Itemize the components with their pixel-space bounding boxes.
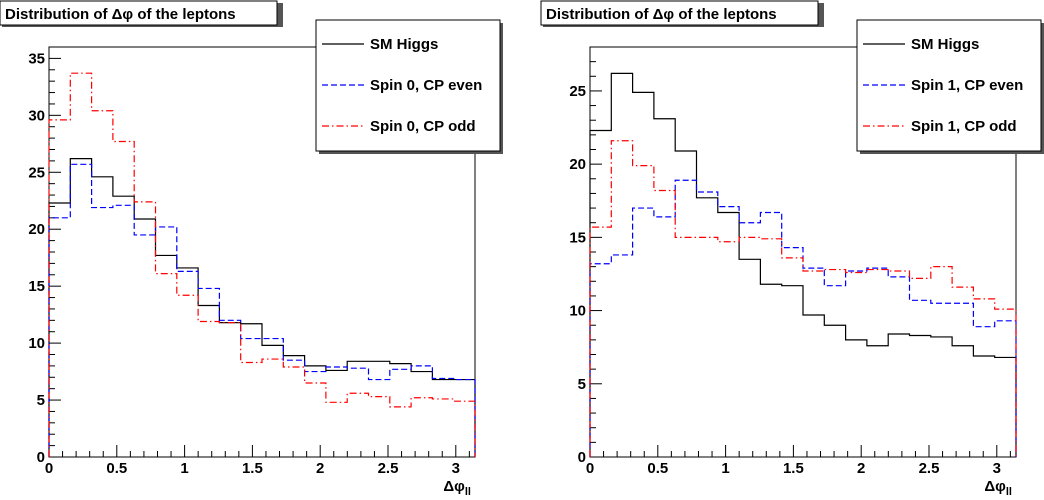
histogram-spin-1-cp-even	[589, 179, 1017, 457]
legend-label: Spin 1, CP odd	[911, 118, 1017, 135]
y-tick-label: 10	[569, 303, 586, 320]
x-tick-label: 0.5	[106, 460, 127, 477]
legend-label: Spin 0, CP odd	[370, 118, 476, 135]
x-axis-label: Δφll	[443, 478, 471, 498]
legend-box	[856, 19, 1042, 152]
x-tick-label: 2	[316, 460, 324, 477]
y-tick-label: 0	[578, 449, 586, 466]
title-box	[0, 0, 278, 26]
y-tick-label: 25	[569, 83, 586, 100]
legend-label: SM Higgs	[911, 36, 979, 53]
x-tick-label: 2.5	[919, 460, 940, 477]
x-tick-label: 1	[721, 460, 729, 477]
x-axis-label: Δφll	[984, 478, 1012, 498]
y-tick-label: 10	[28, 335, 45, 352]
histogram-spin-0-cp-odd	[48, 72, 476, 457]
chart-title: Distribution of Δφ of the leptons	[5, 6, 236, 23]
y-tick-label: 5	[37, 392, 45, 409]
x-tick-label: 3	[993, 460, 1001, 477]
histogram-sm-higgs	[48, 158, 476, 457]
x-tick-label: 0	[45, 460, 53, 477]
x-tick-label: 2	[857, 460, 865, 477]
x-tick-label: 2.5	[378, 460, 399, 477]
chart-title: Distribution of Δφ of the leptons	[546, 6, 777, 23]
y-tick-label: 0	[37, 449, 45, 466]
histogram-spin-1-cp-odd	[589, 140, 1017, 457]
y-tick-label: 5	[578, 376, 586, 393]
x-tick-label: 1.5	[242, 460, 263, 477]
y-tick-label: 20	[28, 221, 45, 238]
y-tick-label: 25	[28, 164, 45, 181]
legend-label: SM Higgs	[370, 36, 438, 53]
legend-label: Spin 1, CP even	[911, 77, 1023, 94]
x-tick-label: 3	[452, 460, 460, 477]
y-tick-label: 30	[28, 107, 45, 124]
y-tick-label: 20	[569, 156, 586, 173]
x-tick-label: 1	[180, 460, 188, 477]
right-chart-panel: 0 0.5 1 1.5 2 2.5 3 0 5 10 15 20 25 Δφll Distribution …	[540, 0, 1044, 498]
legend-box	[315, 19, 501, 152]
y-tick-label: 15	[569, 229, 586, 246]
legend-label: Spin 0, CP even	[370, 77, 482, 94]
y-tick-label: 15	[28, 278, 45, 295]
x-tick-label: 1.5	[783, 460, 804, 477]
left-chart-panel: 0 0.5 1 1.5 2 2.5 305101520253035ΔφllDistribut…	[0, 0, 503, 498]
x-tick-label: 0.5	[647, 460, 668, 477]
x-tick-label: 0	[586, 460, 594, 477]
title-box	[540, 0, 819, 26]
histogram-sm-higgs	[589, 72, 1017, 457]
y-tick-label: 35	[28, 50, 45, 67]
histogram-spin-0-cp-even	[48, 163, 476, 457]
